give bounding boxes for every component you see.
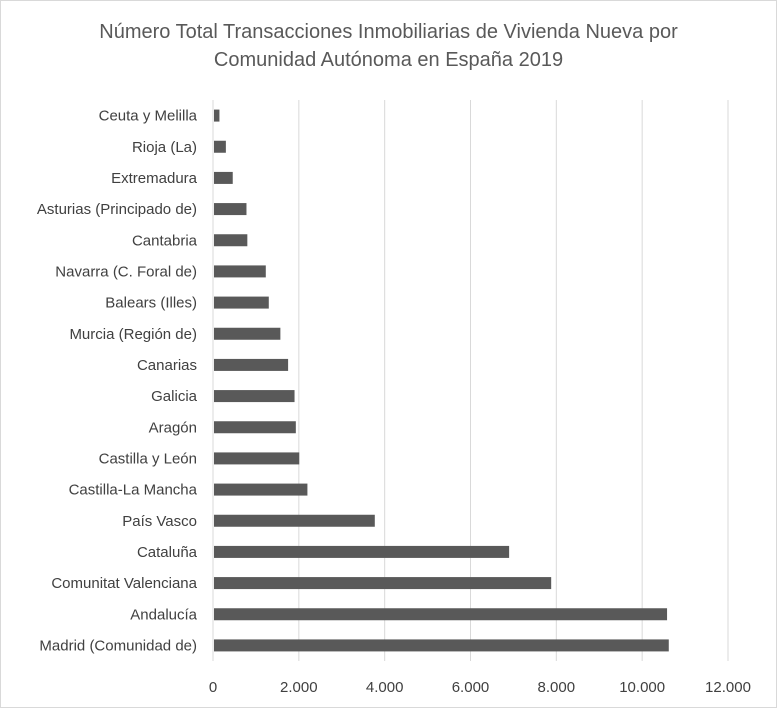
category-label: Asturias (Principado de)	[37, 201, 197, 218]
category-label: País Vasco	[122, 513, 197, 530]
category-label: Rioja (La)	[132, 139, 197, 156]
x-tick-label: 12.000	[705, 679, 751, 696]
x-tick-label: 6.000	[452, 679, 490, 696]
category-label: Extremadura	[111, 170, 198, 187]
bar	[214, 390, 295, 403]
bar	[214, 421, 296, 434]
bar	[214, 265, 266, 278]
bar	[214, 171, 233, 184]
category-label: Canarias	[137, 357, 197, 374]
x-tick-label: 4.000	[366, 679, 404, 696]
bar	[214, 639, 669, 652]
bar	[214, 203, 247, 216]
bar	[214, 296, 269, 309]
bar	[214, 514, 375, 527]
category-label: Cataluña	[137, 544, 198, 561]
bar	[214, 327, 281, 340]
bar	[214, 234, 248, 247]
x-tick-label: 2.000	[280, 679, 318, 696]
bar	[214, 608, 668, 621]
bar	[214, 358, 289, 371]
category-label: Madrid (Comunidad de)	[39, 637, 197, 654]
category-label: Navarra (C. Foral de)	[55, 263, 197, 280]
x-tick-label: 10.000	[619, 679, 665, 696]
x-tick-label: 0	[209, 679, 217, 696]
category-label: Ceuta y Melilla	[99, 108, 198, 125]
bar	[214, 545, 510, 558]
category-label: Comunitat Valenciana	[51, 575, 197, 592]
bar	[214, 140, 226, 153]
category-label: Cantabria	[132, 232, 198, 249]
category-label: Galicia	[151, 388, 198, 405]
category-label: Andalucía	[130, 606, 197, 623]
category-label: Balears (Illes)	[105, 295, 197, 312]
chart-title: Número Total Transacciones Inmobiliarias…	[0, 18, 777, 74]
category-label: Castilla y León	[99, 450, 197, 467]
bar	[214, 109, 220, 122]
x-tick-label: 8.000	[538, 679, 576, 696]
chart-title-line-2: Comunidad Autónoma en España 2019	[213, 49, 564, 71]
bar	[214, 483, 308, 496]
bar	[214, 577, 552, 590]
category-label: Murcia (Región de)	[69, 326, 197, 343]
chart-title-line-1: Número Total Transacciones Inmobiliarias…	[99, 21, 678, 43]
category-label: Aragón	[149, 419, 197, 436]
category-label: Castilla-La Mancha	[69, 482, 198, 499]
bar	[214, 452, 300, 465]
